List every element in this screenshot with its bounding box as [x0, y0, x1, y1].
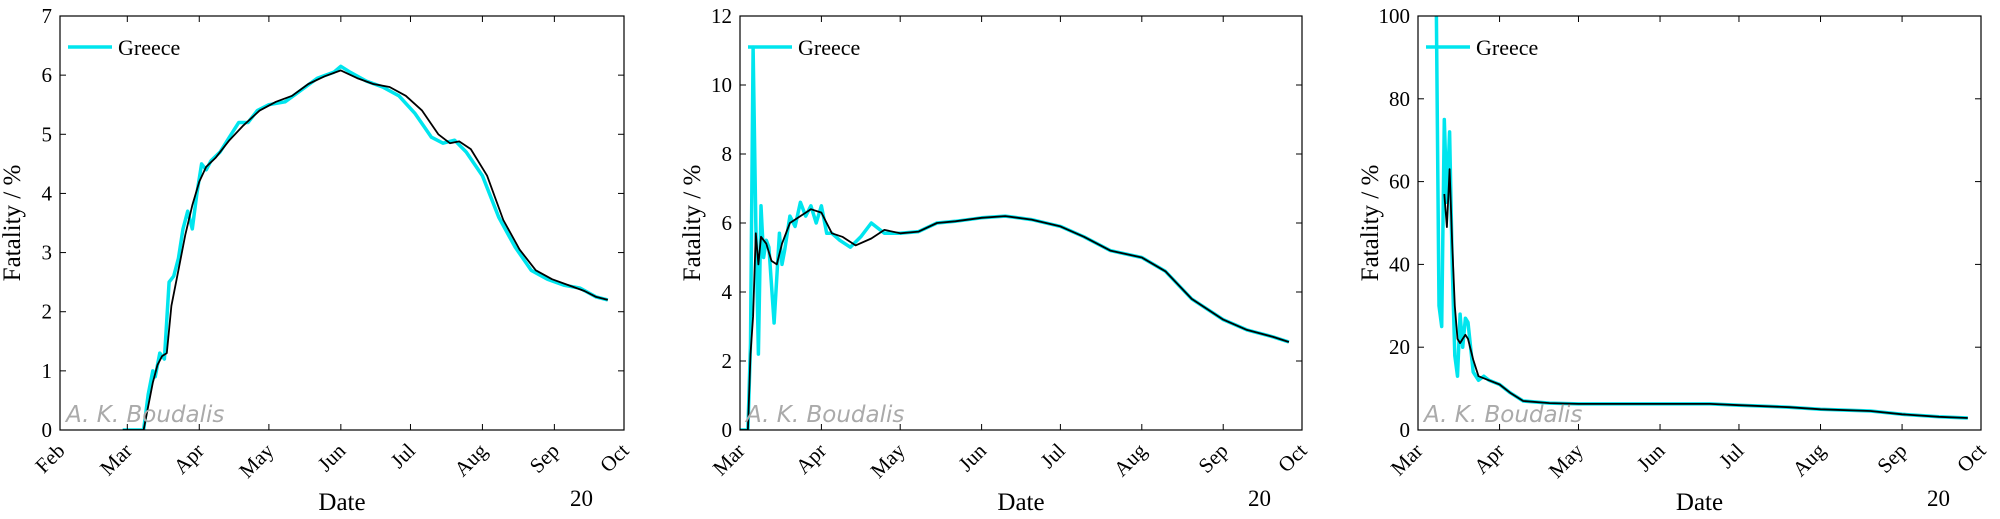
series-line-raw [1434, 16, 1968, 420]
series-line-smoothed [122, 69, 609, 430]
x-tick-label: Jul [1714, 438, 1748, 472]
y-tick-label: 4 [42, 181, 53, 205]
x-tick-label: Aug [1109, 438, 1152, 481]
legend-label: Greece [798, 35, 860, 60]
y-tick-label: 1 [42, 359, 53, 383]
series-line-smoothed [740, 208, 1290, 430]
x-tick-label: Oct [1952, 438, 1991, 477]
x-tick-label: Jun [1632, 438, 1670, 476]
x-tick-label: Aug [1788, 438, 1831, 481]
x-tick-label: Jun [954, 438, 992, 476]
legend-label: Greece [1476, 35, 1538, 60]
x-tick-label: Oct [595, 438, 634, 477]
y-axis-label: Fatality / % [0, 165, 26, 282]
y-tick-label: 0 [42, 418, 53, 442]
x-tick-label: Mar [708, 439, 750, 481]
y-tick-label: 6 [722, 211, 733, 235]
series-line-smoothed [1443, 168, 1968, 419]
y-tick-label: 20 [1389, 335, 1410, 359]
x-tick-label: Oct [1273, 438, 1312, 477]
x-axis-label: Date [318, 489, 365, 516]
x-tick-label: Mar [95, 439, 137, 481]
plot-frame [59, 15, 625, 431]
y-tick-label: 2 [722, 349, 733, 373]
y-axis-label: Fatality / % [1357, 165, 1384, 282]
x-tick-label: Sep [1872, 439, 1911, 478]
x-tick-label: May [234, 438, 279, 483]
y-tick-label: 12 [711, 4, 732, 28]
x-tick-label: May [1544, 438, 1589, 483]
y-tick-label: 8 [722, 142, 733, 166]
chart-panel-1: 0 1 2 3 4 5 6 7 Feb Mar Apr May Jun Jul Aug Sep Oct Date F… [0, 4, 634, 516]
legend-label: Greece [118, 35, 180, 60]
y-tick-label: 7 [42, 4, 53, 28]
y-tick-label: 3 [42, 241, 53, 265]
chart-panel-2: 0 2 4 6 8 10 12 Mar Apr May Jun Jul Aug Sep Oct Date Fat… [679, 4, 1312, 516]
x-tick-label: Sep [1194, 439, 1233, 478]
year-label: 20 [570, 486, 593, 511]
x-axis-label: Date [997, 489, 1044, 516]
watermark-text: A. K. Boudalis [64, 402, 224, 428]
series-line-raw [122, 64, 609, 430]
x-tick-label: Feb [30, 439, 69, 478]
y-tick-label: 5 [42, 122, 53, 146]
x-tick-label: Jul [386, 438, 420, 472]
x-axis-label: Date [1676, 489, 1723, 516]
y-tick-label: 100 [1379, 4, 1411, 28]
y-axis-label: Fatality / % [679, 165, 706, 282]
x-tick-label: Mar [1386, 439, 1428, 481]
year-label: 20 [1248, 486, 1271, 511]
x-tick-label: Jul [1036, 438, 1070, 472]
y-tick-label: 2 [42, 300, 53, 324]
year-label: 20 [1927, 486, 1950, 511]
plot-frame [1417, 15, 1982, 431]
x-tick-label: Aug [449, 438, 492, 481]
y-tick-label: 6 [42, 63, 53, 87]
x-tick-label: May [866, 438, 911, 483]
y-tick-label: 4 [722, 280, 733, 304]
y-tick-label: 0 [722, 418, 733, 442]
x-tick-label: Apr [1469, 439, 1509, 479]
y-tick-label: 10 [711, 73, 732, 97]
watermark-text: A. K. Boudalis [1422, 402, 1582, 428]
x-tick-label: Jun [313, 438, 351, 476]
series-line-raw [740, 45, 1290, 430]
x-tick-label: Apr [169, 439, 209, 479]
y-tick-label: 60 [1389, 170, 1410, 194]
y-tick-label: 40 [1389, 252, 1410, 276]
watermark-text: A. K. Boudalis [744, 402, 904, 428]
y-tick-label: 0 [1400, 418, 1411, 442]
x-tick-label: Sep [525, 439, 564, 478]
x-tick-label: Apr [791, 439, 831, 479]
y-tick-label: 80 [1389, 87, 1410, 111]
chart-panel-3: 0 20 40 60 80 100 Mar Apr May Jun Jul Aug Sep Oct Date… [1357, 4, 1991, 516]
